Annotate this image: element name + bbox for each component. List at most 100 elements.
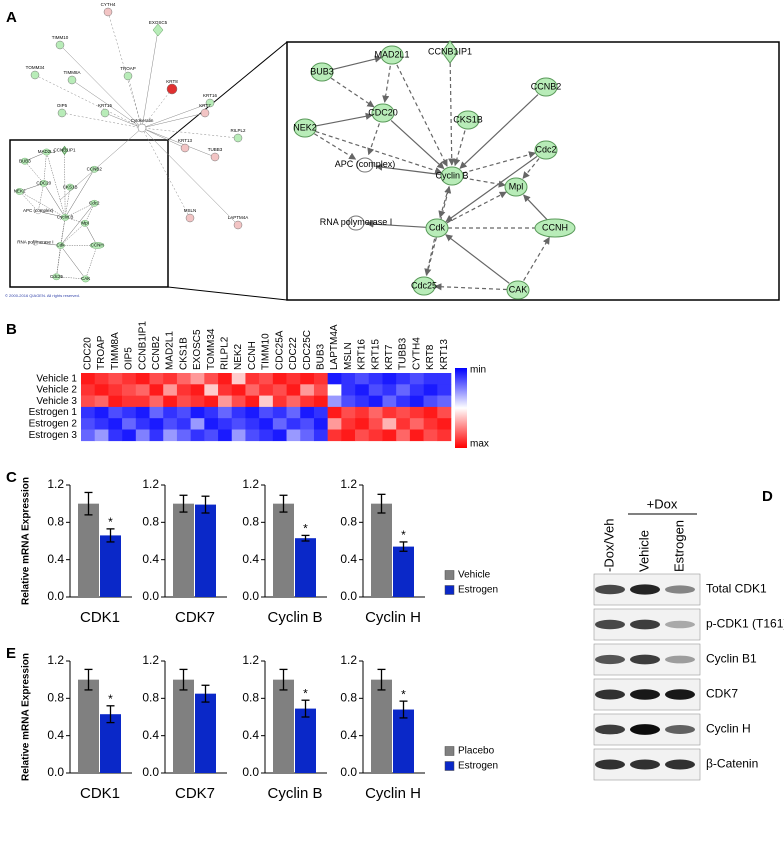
edge xyxy=(445,155,538,223)
heatmap-cell xyxy=(122,418,137,430)
gene-label: CCNH xyxy=(247,341,258,370)
bar xyxy=(273,503,294,597)
blot-label: Cyclin B1 xyxy=(706,652,757,666)
heatmap-cell xyxy=(423,384,438,396)
legend-label: Estrogen xyxy=(458,761,498,772)
node-label: CCNB2 xyxy=(87,166,103,171)
node-label: Cdk xyxy=(56,243,65,248)
bar xyxy=(371,503,392,597)
node-label: NEK2 xyxy=(293,122,317,132)
heatmap-cell xyxy=(272,395,287,408)
edge xyxy=(68,218,82,223)
band xyxy=(630,619,660,630)
node xyxy=(61,145,68,156)
annotation: * xyxy=(401,687,406,701)
band xyxy=(630,584,660,595)
heatmap-cell xyxy=(272,429,287,442)
edge xyxy=(43,155,47,180)
node-label: Cdc25 xyxy=(411,280,437,290)
band xyxy=(595,619,625,630)
heatmap-cell xyxy=(286,406,301,419)
node xyxy=(52,273,61,281)
heatmap-cell xyxy=(259,373,274,385)
panel-label: B xyxy=(6,321,17,338)
y-tick-label: 0.8 xyxy=(340,691,357,705)
copyright: © 2000-2016 QIAGEN. All rights reserved. xyxy=(5,293,80,298)
node xyxy=(440,166,464,186)
y-tick-label: 0.8 xyxy=(142,691,159,705)
y-tick-label: 1.2 xyxy=(242,653,259,667)
gene-label: KRT8 xyxy=(425,344,436,370)
node-label: Cyclin B xyxy=(57,215,74,220)
edge xyxy=(59,44,143,129)
heatmap-cell xyxy=(382,406,397,419)
heatmap-cell xyxy=(396,373,411,385)
edge xyxy=(438,186,450,219)
gene-label: TUBB3 xyxy=(398,337,409,370)
edge xyxy=(45,186,64,215)
node-label: EXOSC5 xyxy=(149,20,168,25)
heatmap-cell xyxy=(122,384,137,396)
y-tick-label: 0.8 xyxy=(340,515,357,529)
heatmap-cell xyxy=(341,384,356,396)
edge xyxy=(141,127,239,226)
heatmap-cell xyxy=(190,418,205,430)
node xyxy=(15,188,24,195)
heatmap-cell xyxy=(396,418,411,430)
band xyxy=(665,689,695,700)
group-label: +Dox xyxy=(647,496,678,511)
node xyxy=(66,183,75,191)
heatmap-cell xyxy=(382,373,397,385)
heatmap-cell xyxy=(259,429,274,442)
x-label: Cyclin H xyxy=(365,609,421,626)
heatmap-cell xyxy=(190,395,205,408)
bar xyxy=(173,503,194,597)
heatmap-cell xyxy=(327,395,342,408)
node-label: CCNH xyxy=(91,243,104,248)
band xyxy=(665,620,695,629)
band xyxy=(595,759,625,770)
heatmap-cell xyxy=(368,429,383,442)
gene-label: CKS1B xyxy=(178,337,189,370)
node xyxy=(32,240,39,246)
colorbar xyxy=(455,368,467,448)
band xyxy=(595,654,625,665)
y-tick-label: 1.2 xyxy=(340,653,357,667)
node-label: CCNB1IP1 xyxy=(428,46,472,56)
heatmap-cell xyxy=(81,395,96,408)
node xyxy=(293,118,317,138)
node xyxy=(456,110,480,130)
lane-label: Estrogen xyxy=(671,520,686,572)
heatmap-cell xyxy=(259,384,274,396)
node xyxy=(233,220,243,230)
edge xyxy=(56,249,61,273)
heatmap-cell xyxy=(437,418,452,430)
band xyxy=(630,654,660,665)
edge xyxy=(41,212,62,217)
heatmap-cell xyxy=(286,373,301,385)
heatmap-cell xyxy=(313,406,328,419)
y-label: Relative mRNA Expression xyxy=(21,653,32,781)
node xyxy=(371,103,395,123)
edge xyxy=(462,151,537,174)
node xyxy=(180,143,190,153)
heatmap-cell xyxy=(423,395,438,408)
band xyxy=(630,724,660,735)
gene-label: RILPL2 xyxy=(220,336,231,370)
edge xyxy=(71,79,143,129)
y-tick-label: 1.2 xyxy=(242,477,259,491)
heatmap-cell xyxy=(341,429,356,442)
legend-label: Vehicle xyxy=(458,570,491,581)
heatmap-cell xyxy=(176,384,191,396)
edge xyxy=(64,154,66,214)
heatmap-cell xyxy=(204,384,219,396)
node-label: RILPL2 xyxy=(230,128,246,133)
bar xyxy=(100,535,121,597)
heatmap-cell xyxy=(218,373,233,385)
heatmap-cell xyxy=(423,406,438,419)
heatmap-cell xyxy=(231,406,246,419)
heatmap-cell xyxy=(149,429,164,442)
heatmap-cell xyxy=(176,395,191,408)
node-label: KRT13 xyxy=(178,138,192,143)
edge xyxy=(62,206,93,243)
